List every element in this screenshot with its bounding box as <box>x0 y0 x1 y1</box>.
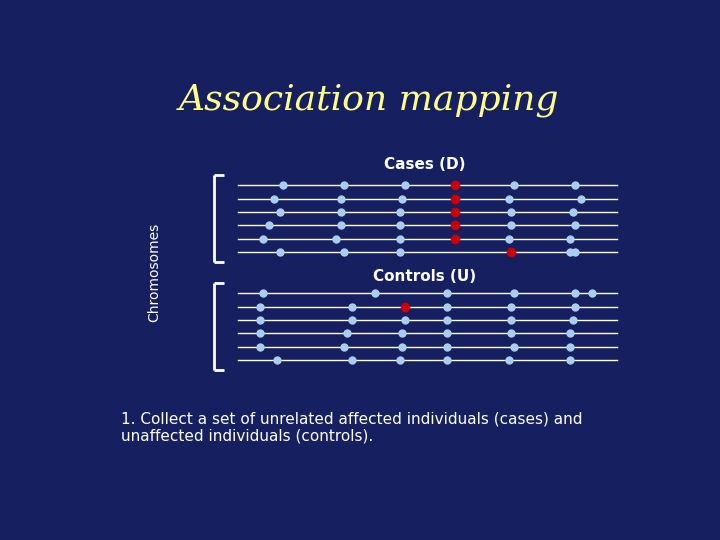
Text: Cases (D): Cases (D) <box>384 157 466 172</box>
Text: Controls (U): Controls (U) <box>373 268 477 284</box>
Text: Association mapping: Association mapping <box>179 83 559 117</box>
Text: 1. Collect a set of unrelated affected individuals (cases) and: 1. Collect a set of unrelated affected i… <box>121 411 582 427</box>
Text: Chromosomes: Chromosomes <box>147 223 161 322</box>
Text: unaffected individuals (controls).: unaffected individuals (controls). <box>121 428 373 443</box>
